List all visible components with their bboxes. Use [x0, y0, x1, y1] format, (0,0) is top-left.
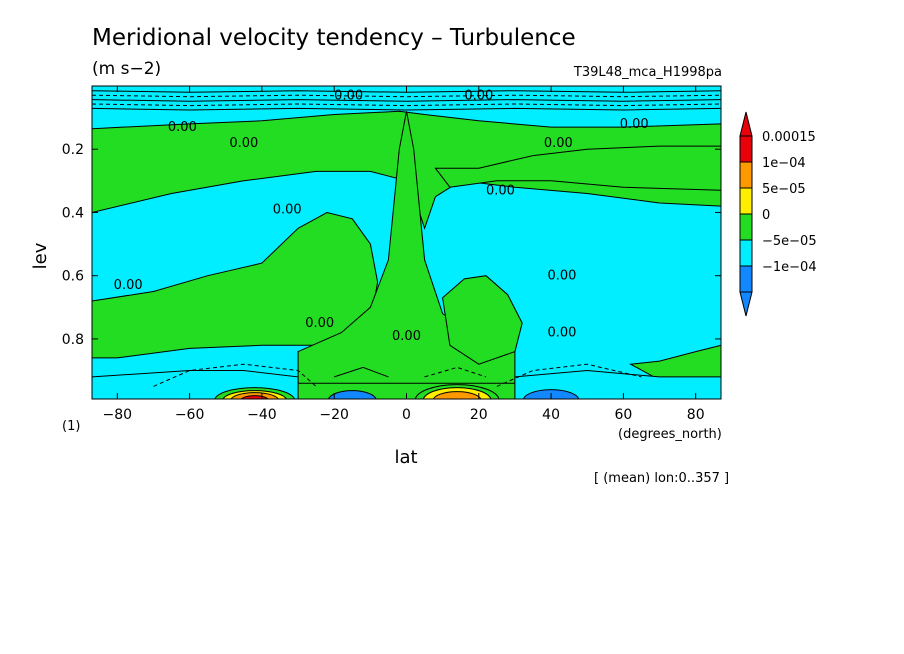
colorbar-label: 0 — [762, 208, 770, 223]
x-tick-label: 60 — [614, 407, 632, 423]
y-tick-label: 0.4 — [62, 205, 84, 221]
colorbar-label: −5e−05 — [762, 234, 817, 249]
green-lobe-nh-upper — [434, 145, 721, 191]
mean-note: [ (mean) lon:0..357 ] — [594, 471, 729, 486]
colorbar-segment — [739, 239, 753, 267]
chart-units: (m s−2) — [92, 59, 161, 79]
contour-label: 0.00 — [544, 136, 573, 151]
contour-label: 0.00 — [392, 329, 421, 344]
x-tick-label: 0 — [402, 407, 411, 423]
x-tick-label: −80 — [103, 407, 133, 423]
y-tick-label: 0.8 — [62, 332, 84, 348]
x-tick-label: −60 — [175, 407, 205, 423]
contour-label: 0.00 — [547, 326, 576, 341]
contour-label: 0.00 — [620, 117, 649, 132]
contour-dashed-sh — [153, 363, 317, 387]
blue-core-sh-equator — [328, 390, 377, 399]
contour-label: 0.00 — [168, 120, 197, 135]
contour-label: 0.00 — [486, 183, 515, 198]
contour-thin-sh — [334, 366, 389, 378]
colorbar-segment — [739, 135, 753, 163]
colorbar-segment — [739, 213, 753, 241]
y-axis-units: (1) — [62, 419, 80, 434]
contour-label: 0.00 — [464, 88, 493, 103]
contour-stratosphere — [92, 99, 721, 102]
x-tick-label: 40 — [542, 407, 560, 423]
contour-dashed-nh — [496, 363, 642, 387]
colorbar-label: 5e−05 — [762, 182, 806, 197]
contour-label: 0.00 — [305, 316, 334, 331]
colorbar-segment — [739, 187, 753, 215]
contour-label: 0.00 — [273, 202, 302, 217]
colorbar-label: 0.00015 — [762, 130, 816, 145]
green-band-sh-middle — [92, 211, 379, 359]
colorbar-segment — [739, 161, 753, 189]
colorbar-extend-bottom — [739, 291, 753, 317]
contour-stratosphere — [92, 90, 721, 93]
y-tick-label: 0.2 — [62, 142, 84, 158]
colorbar-extend-top — [739, 111, 753, 137]
x-axis-label: lat — [394, 447, 417, 468]
x-tick-label: −40 — [247, 407, 277, 423]
contour-label: 0.00 — [334, 88, 363, 103]
x-axis-units: (degrees_north) — [618, 427, 722, 442]
colorbar-label: −1e−04 — [762, 260, 817, 275]
contour-label: 0.00 — [229, 136, 258, 151]
x-tick-label: −20 — [319, 407, 349, 423]
orange-core-nh — [432, 391, 482, 399]
chart-title: Meridional velocity tendency – Turbulenc… — [92, 25, 576, 51]
contour-label: 0.00 — [114, 278, 143, 293]
x-tick-label: 20 — [470, 407, 488, 423]
colorbar-label: 1e−04 — [762, 156, 806, 171]
colorbar: 0.00015 1e−04 5e−05 0 −5e−05 −1e−04 — [739, 111, 817, 317]
contour-stratosphere — [92, 107, 721, 111]
contour-label: 0.00 — [547, 269, 576, 284]
green-lobe-nh-middle — [442, 275, 523, 365]
y-tick-label: 0.6 — [62, 269, 84, 285]
plot-area: 0.00 0.00 0.00 0.00 0.00 0.00 0.00 0.00 0.00 0.00… — [92, 86, 721, 399]
y-axis-label: lev — [30, 242, 51, 269]
colorbar-segment — [739, 265, 753, 293]
red-center-sh — [240, 395, 269, 399]
x-tick-label: 80 — [687, 407, 705, 423]
experiment-label: T39L48_mca_H1998pa — [573, 65, 722, 80]
